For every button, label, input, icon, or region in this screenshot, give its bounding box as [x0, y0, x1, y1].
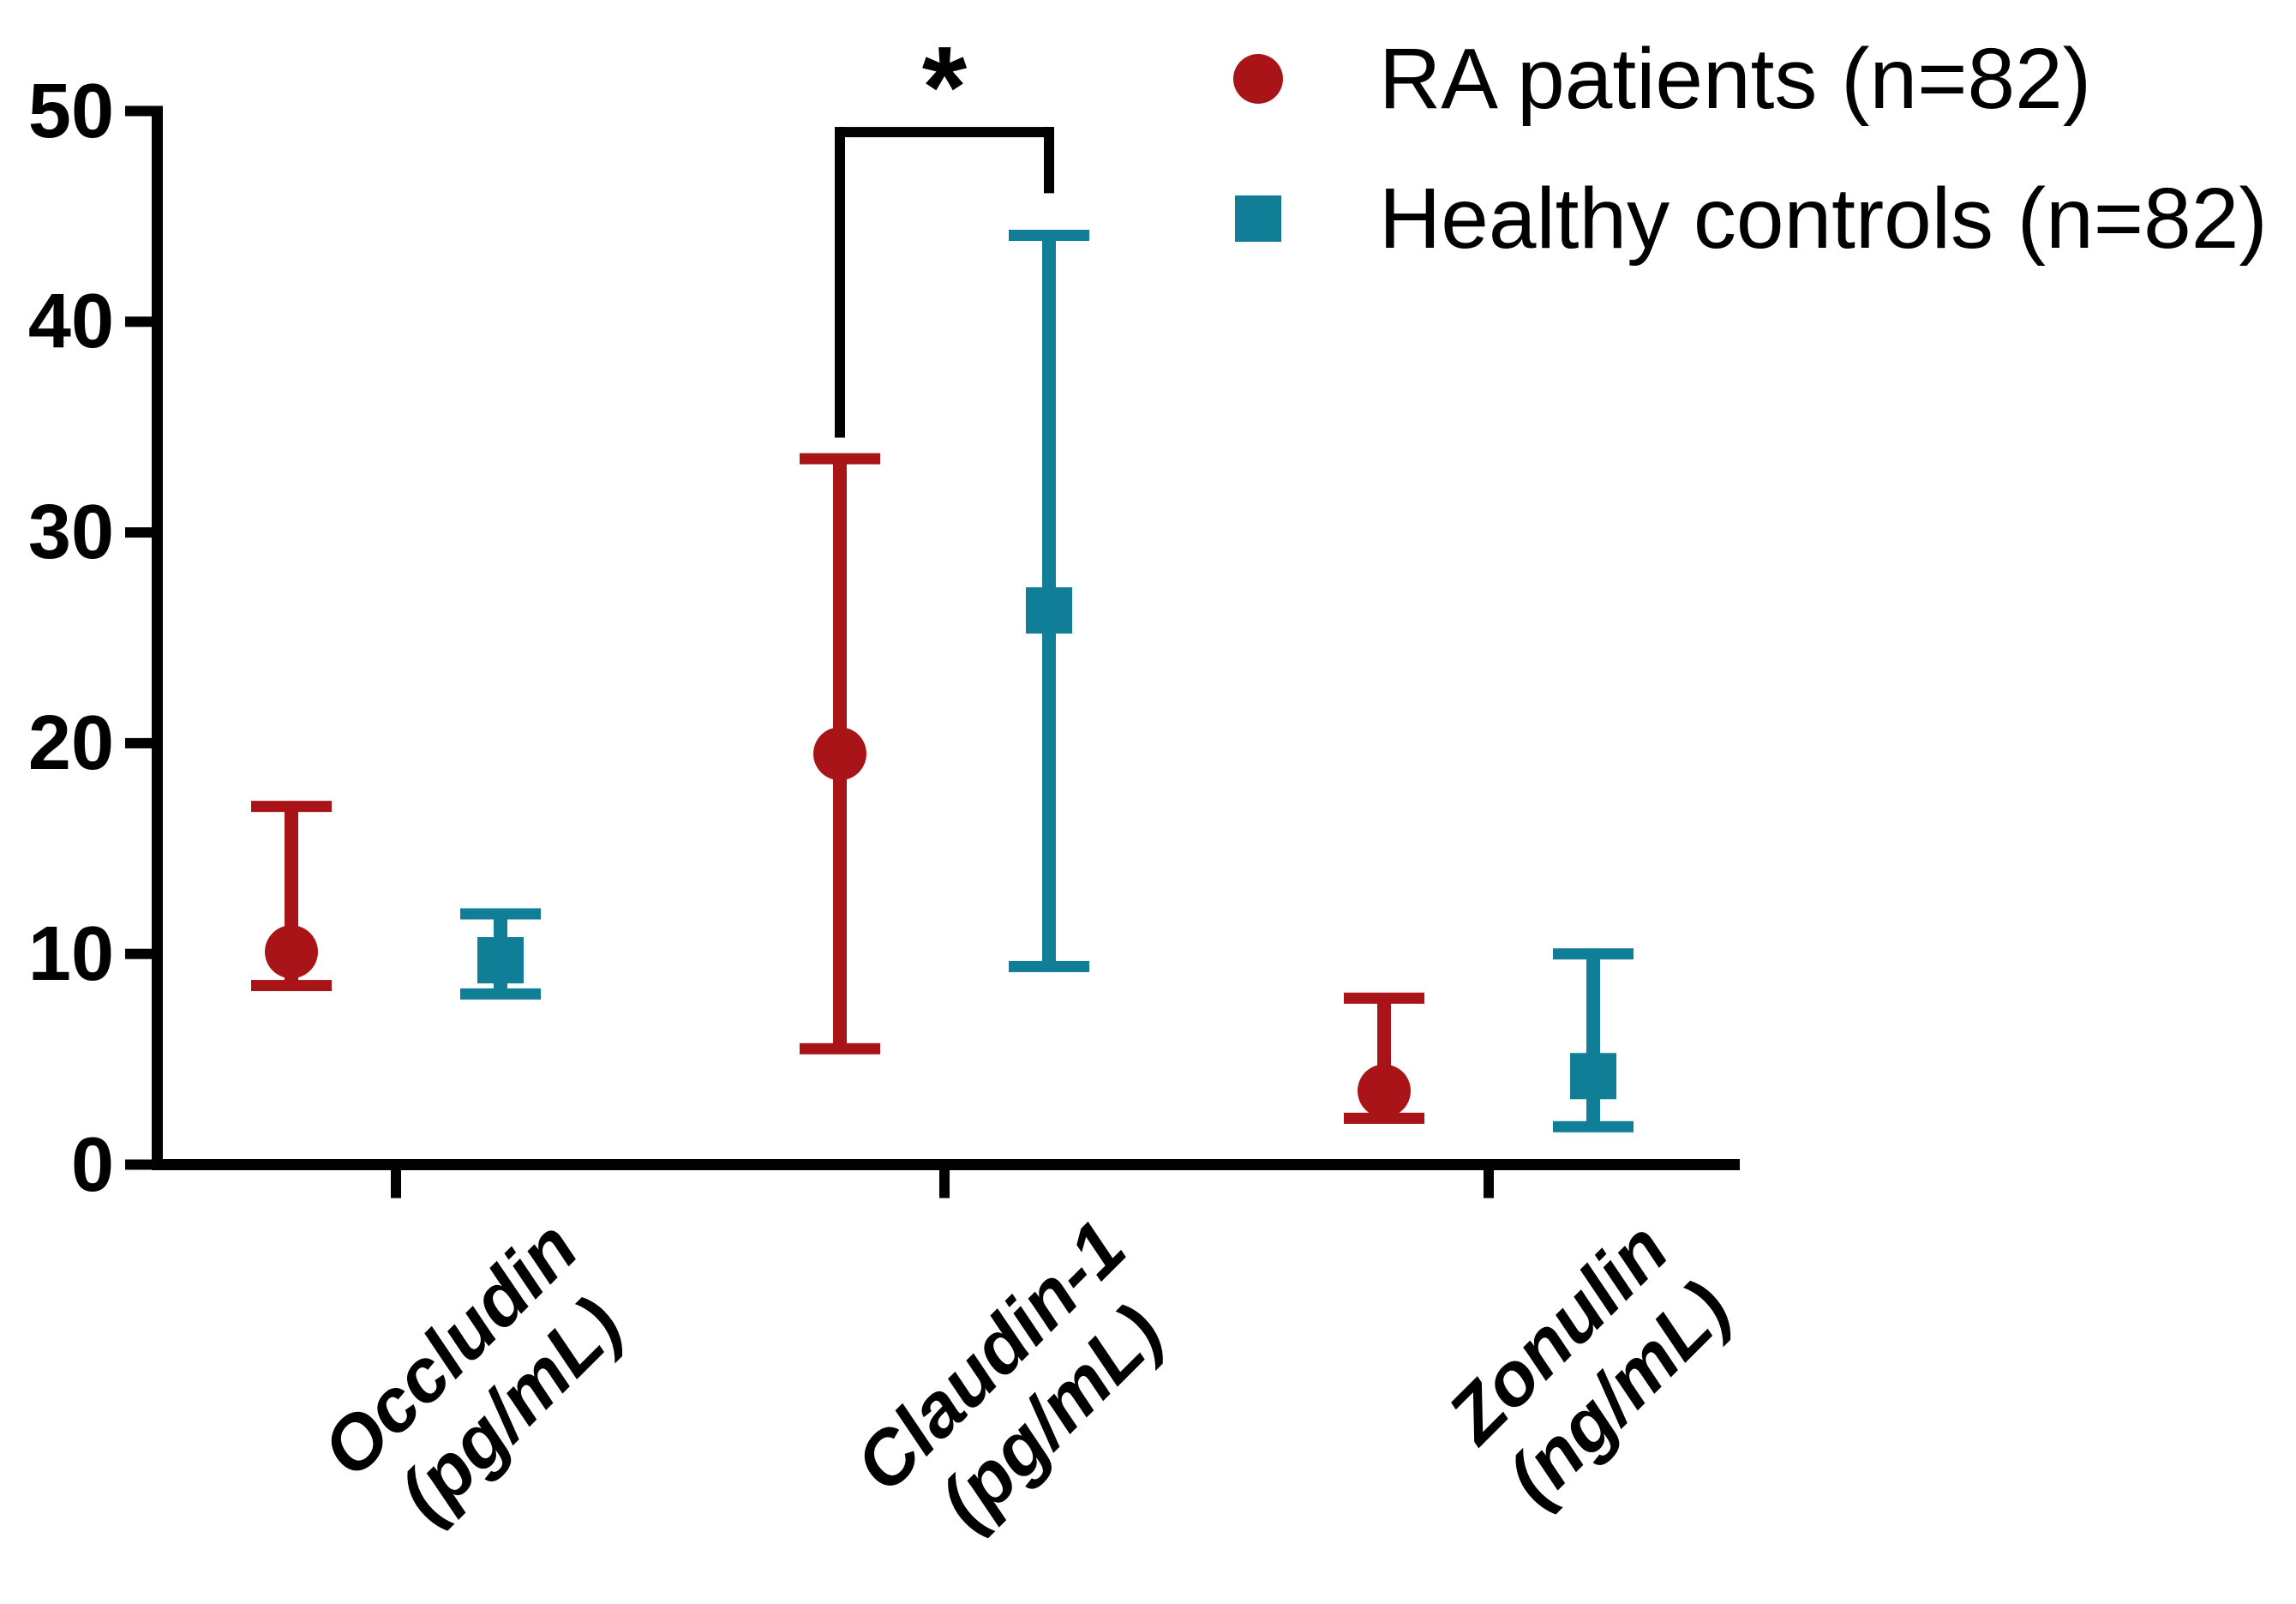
- error-bar-cap-lower: [1009, 960, 1089, 972]
- error-bar-cap-upper: [460, 908, 541, 920]
- y-tick: [125, 105, 152, 117]
- error-bar-cap-lower: [1344, 1112, 1424, 1124]
- data-point-square: [1026, 587, 1072, 634]
- data-point-circle: [813, 727, 866, 781]
- y-tick-label: 50: [27, 68, 114, 154]
- y-tick: [125, 527, 152, 538]
- square-icon: [1233, 194, 1283, 243]
- circle-icon: [1233, 54, 1283, 104]
- legend-item-ra-patients: RA patients (n=82): [1233, 31, 2091, 127]
- y-tick-label: 0: [70, 1121, 114, 1208]
- error-bar-cap-lower: [460, 988, 541, 1000]
- x-tick: [939, 1164, 950, 1198]
- y-tick-label: 30: [27, 490, 114, 576]
- significance-bracket-bar: [835, 127, 1054, 138]
- error-bar-stem: [1586, 953, 1600, 1127]
- data-point-square: [1570, 1053, 1616, 1100]
- y-axis-spine: [152, 105, 163, 1170]
- y-tick-label: 10: [27, 910, 114, 997]
- legend-label-ra-patients: RA patients (n=82): [1379, 31, 2092, 127]
- x-tick: [1484, 1164, 1494, 1198]
- y-tick: [125, 1159, 152, 1170]
- error-bar-cap-upper: [1009, 230, 1089, 242]
- data-point-circle: [265, 925, 318, 979]
- y-tick: [125, 316, 152, 327]
- significance-bracket-left-arm: [835, 127, 845, 438]
- x-tick: [391, 1164, 401, 1198]
- error-bar-cap-upper: [251, 801, 332, 813]
- error-bar-cap-upper: [1553, 948, 1634, 960]
- error-bar-cap-lower: [251, 980, 332, 992]
- error-bar-cap-lower: [800, 1042, 880, 1054]
- significance-asterisk: *: [921, 22, 968, 153]
- legend-label-healthy-controls: Healthy controls (n=82): [1379, 171, 2268, 267]
- y-tick: [125, 737, 152, 748]
- data-point-circle: [1358, 1064, 1411, 1118]
- y-tick-label: 20: [27, 700, 114, 786]
- error-bar-cap-upper: [1344, 992, 1424, 1004]
- y-tick: [125, 948, 152, 959]
- error-bar-cap-lower: [1553, 1120, 1634, 1132]
- error-bar-cap-upper: [800, 453, 880, 465]
- significance-bracket-right-arm: [1044, 127, 1054, 194]
- legend-item-healthy-controls: Healthy controls (n=82): [1233, 171, 2268, 267]
- data-point-square: [477, 937, 524, 984]
- y-tick-label: 40: [27, 279, 114, 365]
